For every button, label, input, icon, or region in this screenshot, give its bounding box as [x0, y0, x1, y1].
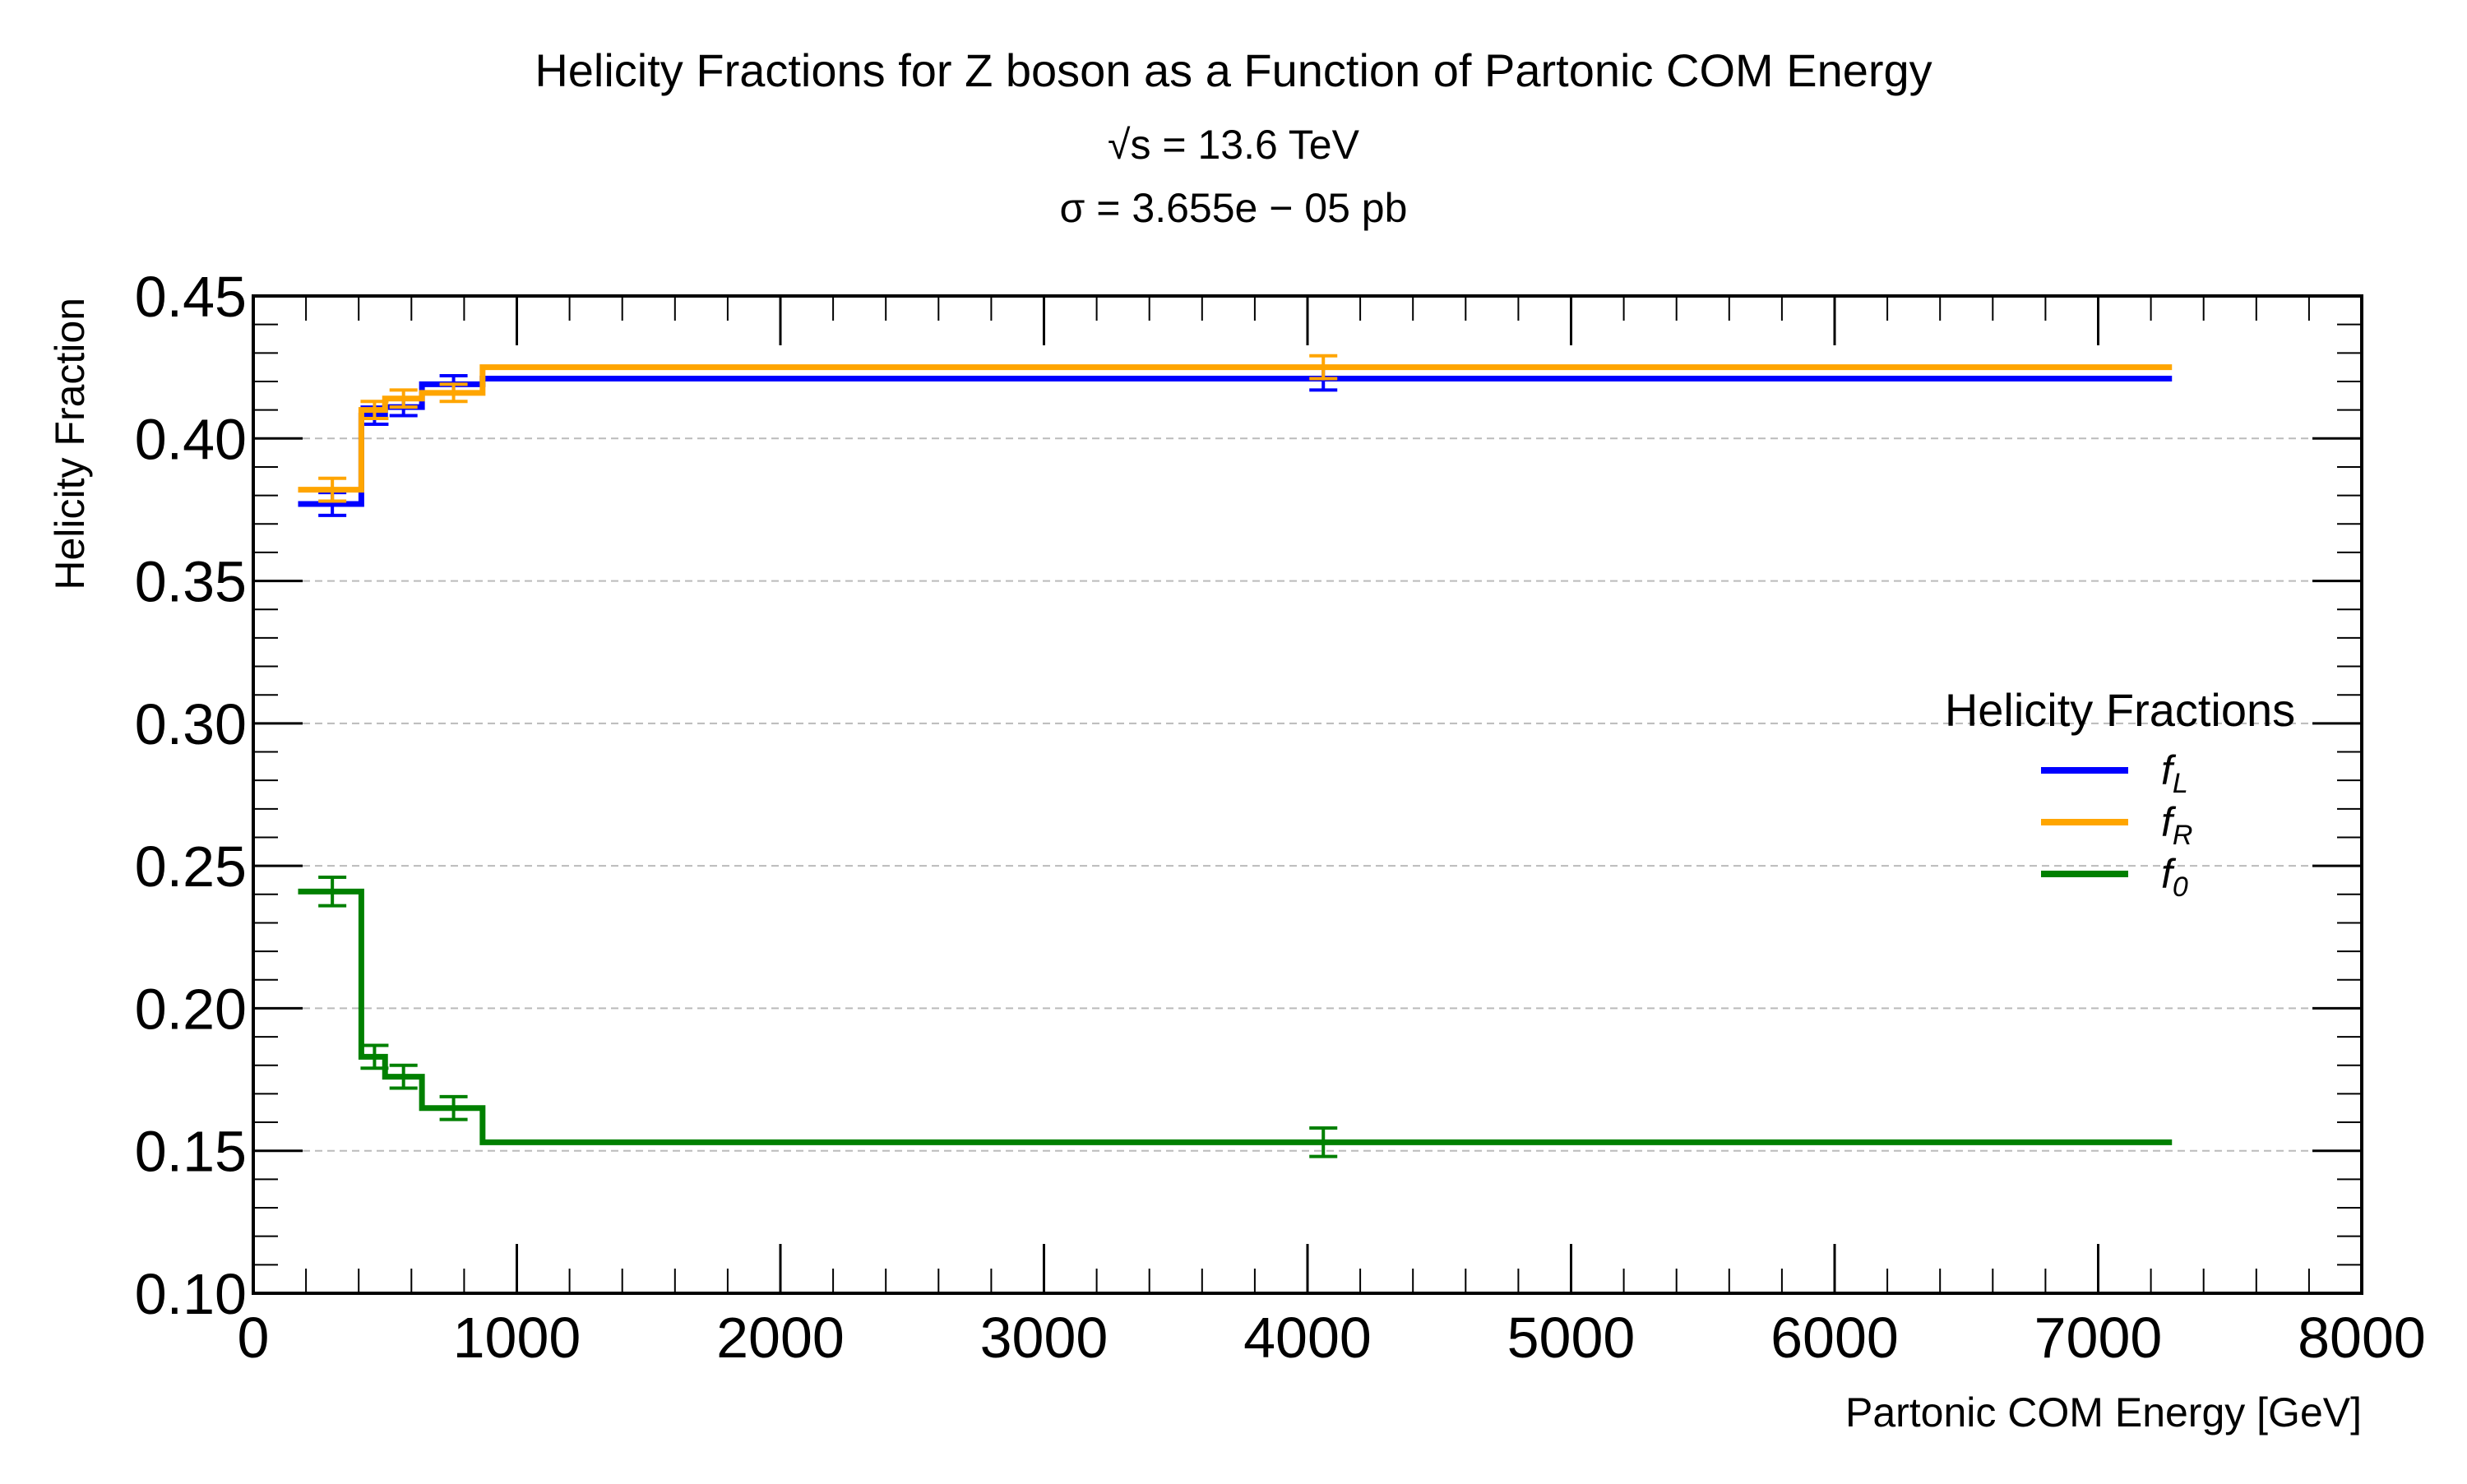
- y-tick-label: 0.10: [135, 1262, 247, 1326]
- x-tick-label: 3000: [980, 1306, 1109, 1370]
- chart-subtitle-energy: √s = 13.6 TeV: [1108, 122, 1360, 168]
- legend-title: Helicity Fractions: [1945, 684, 2295, 736]
- y-tick-label: 0.35: [135, 550, 247, 614]
- x-tick-label: 2000: [716, 1306, 845, 1370]
- y-axis-label: Helicity Fraction: [47, 298, 93, 590]
- x-tick-label: 5000: [1507, 1306, 1636, 1370]
- x-tick-label: 1000: [453, 1306, 581, 1370]
- y-tick-label: 0.15: [135, 1120, 247, 1184]
- y-tick-label: 0.45: [135, 265, 247, 329]
- y-tick-label: 0.20: [135, 977, 247, 1041]
- y-tick-label: 0.40: [135, 407, 247, 471]
- chart-subtitle-cross-section: σ = 3.655e − 05 pb: [1060, 185, 1408, 231]
- chart-title: Helicity Fractions for Z boson as a Func…: [535, 44, 1932, 96]
- x-tick-label: 6000: [1770, 1306, 1899, 1370]
- x-tick-label: 4000: [1243, 1306, 1372, 1370]
- x-axis-label: Partonic COM Energy [GeV]: [1845, 1389, 2362, 1435]
- x-tick-label: 8000: [2298, 1306, 2426, 1370]
- x-tick-label: 7000: [2034, 1306, 2163, 1370]
- y-tick-label: 0.25: [135, 834, 247, 899]
- y-tick-label: 0.30: [135, 692, 247, 756]
